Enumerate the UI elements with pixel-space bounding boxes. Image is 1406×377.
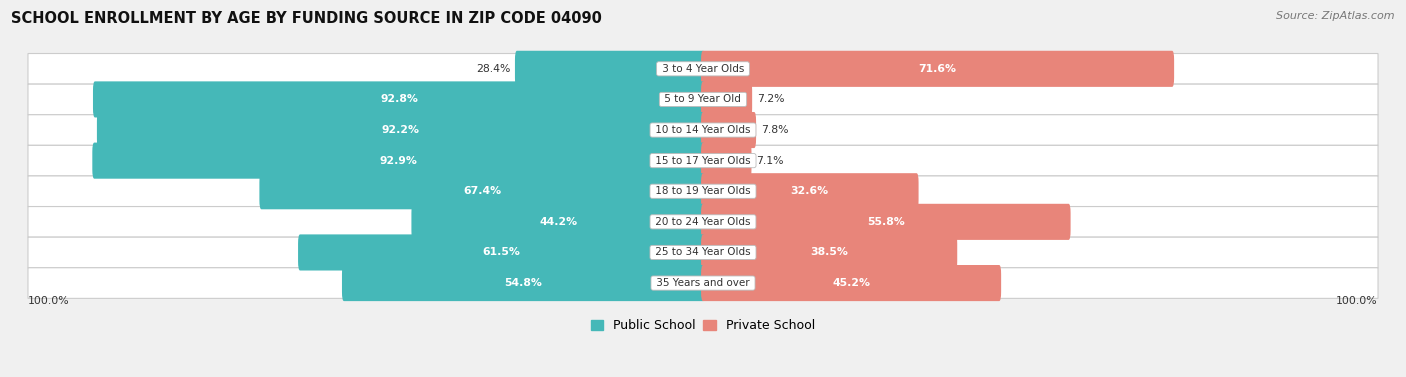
FancyBboxPatch shape (259, 173, 704, 209)
FancyBboxPatch shape (28, 207, 1378, 237)
Legend: Public School, Private School: Public School, Private School (586, 314, 820, 337)
FancyBboxPatch shape (702, 234, 957, 271)
Text: 92.2%: 92.2% (382, 125, 420, 135)
FancyBboxPatch shape (702, 143, 751, 179)
FancyBboxPatch shape (28, 54, 1378, 84)
FancyBboxPatch shape (702, 112, 756, 148)
FancyBboxPatch shape (28, 115, 1378, 146)
Text: 67.4%: 67.4% (463, 186, 502, 196)
Text: 71.6%: 71.6% (918, 64, 956, 74)
Text: 45.2%: 45.2% (832, 278, 870, 288)
FancyBboxPatch shape (28, 237, 1378, 268)
FancyBboxPatch shape (342, 265, 704, 301)
FancyBboxPatch shape (28, 84, 1378, 115)
FancyBboxPatch shape (702, 265, 1001, 301)
FancyBboxPatch shape (28, 268, 1378, 298)
FancyBboxPatch shape (702, 81, 752, 118)
FancyBboxPatch shape (97, 112, 704, 148)
Text: 55.8%: 55.8% (868, 217, 904, 227)
FancyBboxPatch shape (702, 173, 918, 209)
FancyBboxPatch shape (93, 143, 704, 179)
Text: 54.8%: 54.8% (505, 278, 543, 288)
Text: 100.0%: 100.0% (1336, 296, 1378, 306)
FancyBboxPatch shape (93, 81, 704, 118)
Text: 7.8%: 7.8% (761, 125, 789, 135)
Text: 7.2%: 7.2% (756, 94, 785, 104)
FancyBboxPatch shape (28, 146, 1378, 176)
Text: 10 to 14 Year Olds: 10 to 14 Year Olds (652, 125, 754, 135)
Text: 3 to 4 Year Olds: 3 to 4 Year Olds (658, 64, 748, 74)
Text: 28.4%: 28.4% (477, 64, 510, 74)
Text: 18 to 19 Year Olds: 18 to 19 Year Olds (652, 186, 754, 196)
FancyBboxPatch shape (702, 204, 1070, 240)
FancyBboxPatch shape (412, 204, 704, 240)
Text: 92.9%: 92.9% (380, 156, 418, 166)
FancyBboxPatch shape (28, 176, 1378, 207)
FancyBboxPatch shape (515, 51, 704, 87)
FancyBboxPatch shape (298, 234, 704, 271)
Text: 92.8%: 92.8% (380, 94, 418, 104)
Text: 61.5%: 61.5% (482, 247, 520, 257)
Text: 15 to 17 Year Olds: 15 to 17 Year Olds (652, 156, 754, 166)
FancyBboxPatch shape (702, 51, 1174, 87)
Text: 5 to 9 Year Old: 5 to 9 Year Old (661, 94, 745, 104)
Text: 44.2%: 44.2% (538, 217, 578, 227)
Text: Source: ZipAtlas.com: Source: ZipAtlas.com (1277, 11, 1395, 21)
Text: SCHOOL ENROLLMENT BY AGE BY FUNDING SOURCE IN ZIP CODE 04090: SCHOOL ENROLLMENT BY AGE BY FUNDING SOUR… (11, 11, 602, 26)
Text: 32.6%: 32.6% (790, 186, 830, 196)
Text: 100.0%: 100.0% (28, 296, 70, 306)
Text: 35 Years and over: 35 Years and over (652, 278, 754, 288)
Text: 20 to 24 Year Olds: 20 to 24 Year Olds (652, 217, 754, 227)
Text: 7.1%: 7.1% (756, 156, 783, 166)
Text: 25 to 34 Year Olds: 25 to 34 Year Olds (652, 247, 754, 257)
Text: 38.5%: 38.5% (810, 247, 848, 257)
